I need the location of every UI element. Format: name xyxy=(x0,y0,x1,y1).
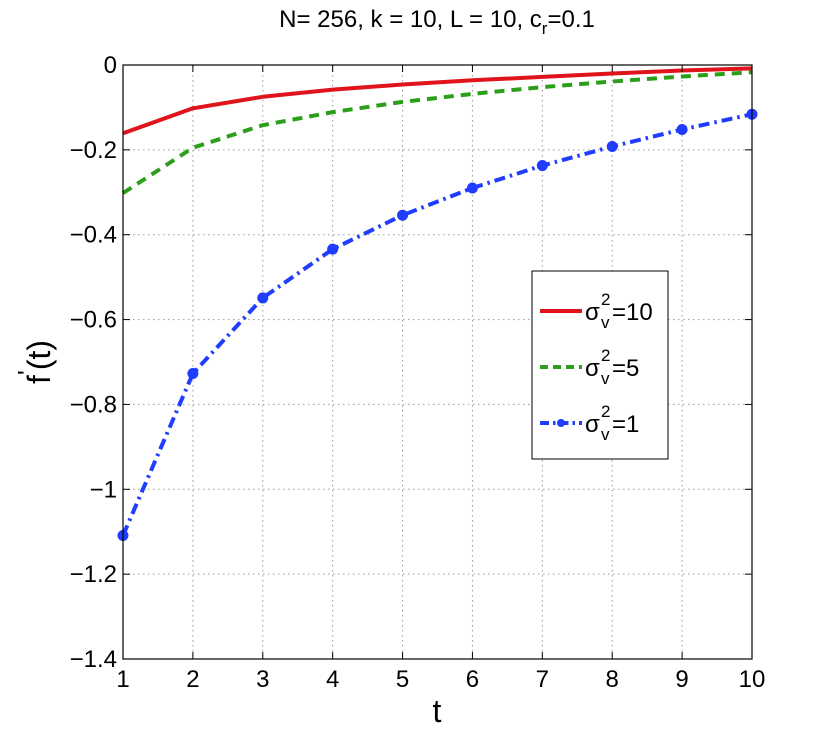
data-point xyxy=(257,292,269,304)
x-axis-label: t xyxy=(433,693,442,729)
data-point xyxy=(606,140,618,152)
y-tick-label: −0.6 xyxy=(70,307,117,334)
y-tick-label: 0 xyxy=(104,52,117,79)
y-axis-label: f'(t) xyxy=(12,340,57,384)
legend-entry: σ2 v =5 xyxy=(540,346,639,388)
legend-marker xyxy=(557,419,565,427)
x-tick-label: 10 xyxy=(739,666,766,693)
legend-entry: σ2 v =1 xyxy=(540,402,639,444)
chart-title: N= 256, k = 10, L = 10, cr=0.1 xyxy=(279,6,595,38)
data-point xyxy=(466,182,478,194)
data-point xyxy=(397,209,409,221)
legend-label: σ2 v =1 xyxy=(585,402,639,444)
x-tick-label: 4 xyxy=(326,666,339,693)
series-3 xyxy=(117,108,758,542)
x-tick-label: 6 xyxy=(466,666,479,693)
y-axis-label-main: f xyxy=(21,375,57,384)
series-2 xyxy=(121,70,753,195)
x-tick-label: 2 xyxy=(186,666,199,693)
y-axis-label-prime: ' xyxy=(12,370,42,375)
chart-title-subscript: r xyxy=(542,19,548,38)
legend-label: σ2 v =5 xyxy=(585,346,639,388)
series-1 xyxy=(122,66,753,136)
x-tick-label: 5 xyxy=(396,666,409,693)
y-tick-label: −1.4 xyxy=(70,646,117,673)
y-axis-label-tail: (t) xyxy=(21,340,57,370)
data-point xyxy=(676,123,688,135)
y-tick-label: −0.4 xyxy=(70,222,117,249)
y-tick-label: −1.2 xyxy=(70,561,117,588)
y-tick-label: −0.2 xyxy=(70,137,117,164)
data-point xyxy=(327,243,339,255)
y-tick-label: −1 xyxy=(90,476,117,503)
legend: σ2 v =10 σ2 v =5 σ2 v =1 xyxy=(531,270,669,460)
x-tick-label: 9 xyxy=(675,666,688,693)
grid xyxy=(123,65,752,659)
series-line xyxy=(121,70,753,195)
x-tick-label: 8 xyxy=(606,666,619,693)
x-tick-label: 7 xyxy=(536,666,549,693)
legend-entry: σ2 v =10 xyxy=(540,290,653,332)
chart-title-main: N= 256, k = 10, L = 10, c xyxy=(279,6,542,33)
legend-label: σ2 v =10 xyxy=(585,290,653,332)
data-point xyxy=(187,367,199,379)
chart-title-tail: =0.1 xyxy=(547,6,594,33)
ticks: 1 2 3 4 5 6 7 8 9 10 0 −0.2 −0.4 −0.6 −0.8 −1 −1.2 −1.4 xyxy=(70,52,766,693)
plot-frame xyxy=(122,64,753,660)
series-line xyxy=(121,112,753,537)
series-line xyxy=(122,66,753,136)
data-point xyxy=(536,160,548,172)
y-tick-label: −0.8 xyxy=(70,391,117,418)
series-layer xyxy=(117,66,758,542)
x-tick-label: 3 xyxy=(256,666,269,693)
x-tick-label: 1 xyxy=(116,666,129,693)
